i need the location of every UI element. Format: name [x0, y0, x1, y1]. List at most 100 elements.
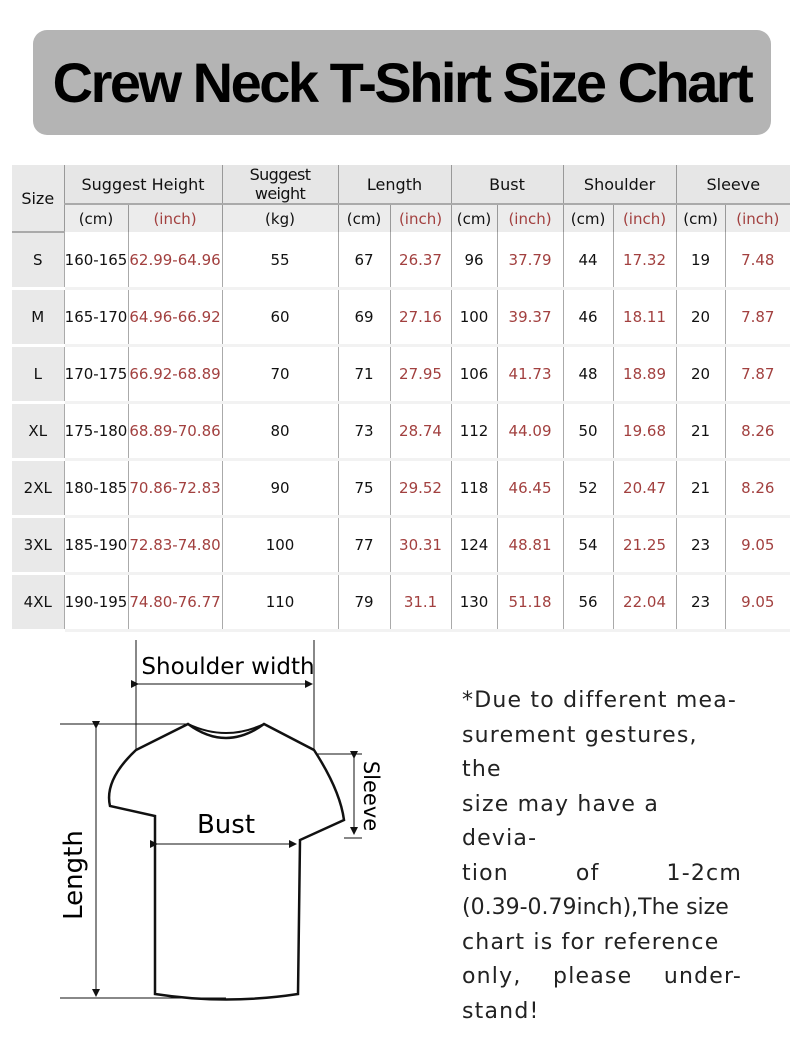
cell-kg: 80 [221, 402, 339, 461]
page-title: Crew Neck T-Shirt Size Chart [52, 51, 754, 114]
cell-sl-cm: 23 [675, 516, 726, 575]
cell-kg: 70 [221, 345, 339, 404]
title-banner: Crew Neck T-Shirt Size Chart [33, 30, 771, 135]
cell-len-in: 26.37 [389, 232, 452, 290]
cell-len-in: 30.31 [389, 516, 452, 575]
bust-label: Bust [197, 810, 255, 840]
cell-sl-in: 8.26 [724, 402, 791, 461]
cell-h-in: 74.80-76.77 [127, 573, 223, 632]
cell-len-cm: 79 [337, 573, 391, 632]
cell-sh-in: 18.89 [612, 345, 677, 404]
note-line: tion of 1-2cm [462, 860, 742, 886]
cell-bust-in: 51.18 [496, 573, 564, 632]
cell-len-in: 27.16 [389, 288, 452, 347]
unit-inch: (inch) [389, 204, 452, 232]
cell-h-in: 72.83-74.80 [127, 516, 223, 575]
cell-len-cm: 69 [337, 288, 391, 347]
unit-cm: (cm) [337, 204, 391, 232]
unit-cm: (cm) [675, 204, 726, 232]
header-length: Length [337, 165, 452, 205]
tshirt-outline-icon [107, 722, 346, 1001]
cell-sl-cm: 20 [675, 345, 726, 404]
cell-h-cm: 190-195 [63, 573, 128, 632]
table-row: M 165-170 64.96-66.92 60 69 27.16 100 39.37 46 18… [12, 288, 791, 347]
cell-bust-cm: 118 [450, 459, 498, 518]
note-line: only, please under- [462, 964, 742, 989]
cell-sh-in: 17.32 [612, 232, 677, 290]
shoulder-width-label: Shoulder width [141, 654, 314, 680]
header-bust: Bust [450, 165, 564, 205]
cell-sl-cm: 23 [675, 573, 726, 632]
unit-inch: (inch) [496, 204, 564, 232]
note-line: *Due to different mea- [462, 688, 738, 713]
note-line: stand! [462, 998, 540, 1024]
cell-sh-in: 18.11 [612, 288, 677, 347]
cell-sl-cm: 19 [675, 232, 726, 290]
cell-h-in: 64.96-66.92 [127, 288, 223, 347]
cell-sl-in: 7.87 [724, 288, 791, 347]
cell-h-cm: 185-190 [63, 516, 128, 575]
size-cell: L [12, 345, 64, 404]
note-line: chart is for reference [462, 929, 720, 955]
unit-kg: (kg) [221, 204, 339, 232]
cell-sh-cm: 52 [562, 459, 614, 518]
cell-kg: 90 [221, 459, 339, 518]
size-cell: S [12, 232, 64, 290]
header-shoulder: Shoulder [562, 165, 677, 205]
cell-h-cm: 165-170 [63, 288, 128, 347]
cell-kg: 60 [221, 288, 339, 347]
cell-sl-cm: 20 [675, 288, 726, 347]
cell-len-cm: 67 [337, 232, 391, 290]
cell-sl-in: 7.48 [724, 232, 791, 290]
unit-cm: (cm) [63, 204, 128, 232]
table-row: XL 175-180 68.89-70.86 80 73 28.74 112 44.09 50 1… [12, 402, 791, 461]
cell-kg: 55 [221, 232, 339, 290]
cell-len-in: 29.52 [389, 459, 452, 518]
cell-h-in: 68.89-70.86 [127, 402, 223, 461]
cell-h-in: 70.86-72.83 [127, 459, 223, 518]
cell-h-in: 66.92-68.89 [127, 345, 223, 404]
cell-sl-in: 7.87 [724, 345, 791, 404]
cell-sh-in: 22.04 [612, 573, 677, 632]
cell-sl-cm: 21 [675, 459, 726, 518]
cell-sl-cm: 21 [675, 402, 726, 461]
size-cell: XL [12, 402, 64, 461]
cell-sl-in: 9.05 [724, 573, 791, 632]
length-label: Length [59, 830, 89, 920]
cell-bust-in: 48.81 [496, 516, 564, 575]
cell-h-cm: 180-185 [63, 459, 128, 518]
cell-sh-in: 21.25 [612, 516, 677, 575]
cell-h-cm: 175-180 [63, 402, 128, 461]
cell-sh-cm: 48 [562, 345, 614, 404]
cell-kg: 110 [221, 573, 339, 632]
measurement-note: *Due to different mea- surement gestures… [462, 684, 742, 1029]
table-row: 3XL 185-190 72.83-74.80 100 77 30.31 124 48.81 5… [12, 516, 791, 575]
header-weight: Suggest weight [221, 165, 339, 205]
cell-bust-in: 39.37 [496, 288, 564, 347]
header-size: Size [12, 165, 64, 233]
cell-bust-cm: 100 [450, 288, 498, 347]
table-row: S 160-165 62.99-64.96 55 67 26.37 96 37.79 44 17.… [12, 232, 791, 290]
cell-kg: 100 [221, 516, 339, 575]
cell-bust-in: 46.45 [496, 459, 564, 518]
cell-bust-in: 44.09 [496, 402, 564, 461]
table-row: 4XL 190-195 74.80-76.77 110 79 31.1 130 51.18 56… [12, 573, 791, 632]
cell-len-cm: 73 [337, 402, 391, 461]
unit-cm: (cm) [450, 204, 498, 232]
cell-sl-in: 8.26 [724, 459, 791, 518]
cell-len-in: 27.95 [389, 345, 452, 404]
cell-bust-cm: 112 [450, 402, 498, 461]
header-height: Suggest Height [63, 165, 223, 205]
cell-sh-cm: 44 [562, 232, 614, 290]
note-line: size may have a devia- [462, 791, 660, 852]
cell-bust-cm: 96 [450, 232, 498, 290]
cell-sh-in: 20.47 [612, 459, 677, 518]
cell-bust-cm: 106 [450, 345, 498, 404]
cell-len-in: 31.1 [389, 573, 452, 632]
sleeve-label: Sleeve [359, 761, 383, 831]
cell-h-in: 62.99-64.96 [127, 232, 223, 290]
cell-len-cm: 75 [337, 459, 391, 518]
tshirt-diagram: Shoulder width Bust Length Sleeve [59, 640, 383, 1001]
cell-len-in: 28.74 [389, 402, 452, 461]
